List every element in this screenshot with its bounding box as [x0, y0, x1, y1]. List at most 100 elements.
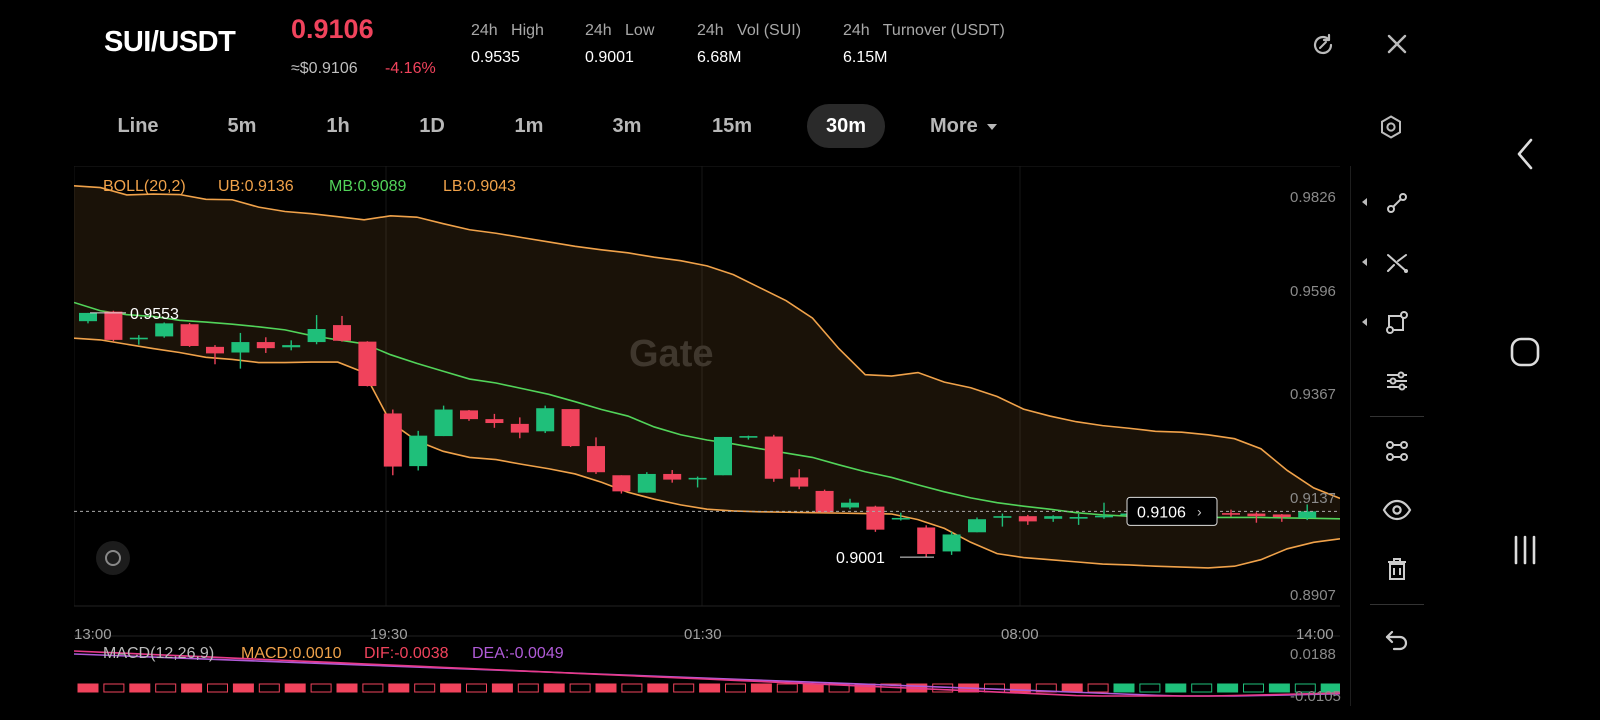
- x-tick-label: 08:00: [1001, 626, 1039, 643]
- bull-candle: [231, 342, 250, 353]
- bear-candle: [561, 409, 580, 447]
- expand-arrow-icon[interactable]: [1362, 198, 1367, 206]
- close-icon[interactable]: [1382, 29, 1412, 59]
- refresh-icon[interactable]: [1308, 30, 1338, 60]
- tab-30m[interactable]: 30m: [807, 104, 885, 148]
- macd-bar: [388, 683, 410, 693]
- tab-1h[interactable]: 1h: [326, 115, 350, 137]
- boll-label: BOLL(20,2): [103, 178, 186, 195]
- tab-1d[interactable]: 1D: [419, 115, 445, 137]
- stat-high-value: 0.9535: [471, 49, 520, 66]
- bear-candle: [206, 346, 224, 354]
- macd-bar: [1061, 683, 1083, 693]
- bear-candle: [1018, 516, 1037, 522]
- macd-bar: [181, 683, 203, 693]
- bull-candle: [688, 477, 707, 480]
- macd-bar: [1191, 683, 1213, 693]
- macd-bar: [414, 683, 436, 693]
- dif-value: DIF:-0.0038: [364, 645, 449, 662]
- stat-low-label: 24h Low: [585, 22, 655, 39]
- expand-arrow-icon[interactable]: [1362, 258, 1367, 266]
- macd-value: MACD:0.0010: [241, 645, 342, 662]
- cross-lines-tool-icon[interactable]: [1380, 246, 1414, 280]
- tab-line[interactable]: Line: [117, 115, 159, 137]
- y-tick-label: 0.9596: [1290, 283, 1336, 300]
- x-tick-label: 19:30: [370, 626, 408, 643]
- bear-candle: [510, 423, 529, 433]
- macd-bar: [1035, 683, 1057, 693]
- boll-mb-label: MB:0.9089: [329, 178, 407, 195]
- caret-down-icon: [987, 123, 998, 130]
- y-tick-label: 0.9137: [1290, 490, 1336, 507]
- bear-candle: [764, 436, 783, 479]
- adjust-sliders-icon[interactable]: [1380, 364, 1414, 398]
- macd-bar: [1087, 683, 1109, 693]
- boll-lb-label: LB:0.9043: [443, 178, 516, 195]
- dif-line: [74, 650, 1340, 697]
- tab-5m[interactable]: 5m: [227, 115, 257, 137]
- candlestick-chart[interactable]: Gate 0.9106 › 0.9553 0.9001: [74, 166, 1340, 716]
- shape-tool-icon[interactable]: [1380, 305, 1414, 339]
- undo-icon[interactable]: [1380, 622, 1414, 656]
- macd-bar: [699, 683, 721, 693]
- current-price-label: 0.9106: [1137, 504, 1186, 521]
- eye-icon[interactable]: [1380, 493, 1414, 527]
- back-nav-icon[interactable]: [1505, 134, 1545, 174]
- connect-nodes-icon[interactable]: [1380, 434, 1414, 468]
- bear-candle: [1247, 513, 1266, 517]
- pair-title[interactable]: SUI/USDT: [104, 26, 236, 58]
- macd-bar: [517, 683, 539, 693]
- high-marker-label: 0.9553: [130, 306, 179, 323]
- stat-turnover-label: 24h Turnover (USDT): [843, 22, 1005, 39]
- bull-candle: [1095, 515, 1113, 518]
- dea-line: [74, 653, 1340, 697]
- bear-candle: [104, 311, 123, 340]
- bear-candle: [587, 446, 605, 473]
- trash-icon[interactable]: [1380, 552, 1414, 586]
- reset-view-button: [96, 541, 130, 575]
- macd-bar: [310, 683, 332, 693]
- bull-candle: [891, 517, 910, 520]
- y-tick-label: 0.8907: [1290, 587, 1336, 604]
- macd-bar: [1320, 683, 1340, 693]
- macd-bar: [673, 683, 695, 693]
- home-nav-icon[interactable]: [1505, 332, 1545, 372]
- tab-15m[interactable]: 15m: [711, 115, 753, 137]
- approx-usd-price: ≈$0.9106: [291, 60, 358, 77]
- trendline-tool-icon[interactable]: [1380, 186, 1414, 220]
- tab-3m[interactable]: 3m: [612, 115, 642, 137]
- boll-lower-line: [74, 337, 1340, 569]
- x-tick-label: 01:30: [684, 626, 722, 643]
- more-dropdown[interactable]: More: [930, 104, 1020, 148]
- bull-candle: [409, 435, 428, 467]
- stat-low-value: 0.9001: [585, 49, 634, 66]
- x-tick-label: 13:00: [74, 626, 112, 643]
- macd-bar: [491, 683, 513, 693]
- boll-band-fill: [74, 185, 1340, 568]
- boll-ub-label: UB:0.9136: [218, 178, 294, 195]
- macd-bar: [750, 683, 772, 693]
- recent-apps-icon[interactable]: [1505, 530, 1545, 570]
- bull-candle: [282, 345, 301, 348]
- bull-candle: [129, 337, 148, 340]
- chart-settings-icon[interactable]: [1376, 112, 1406, 142]
- bear-candle: [333, 325, 351, 341]
- macd-label: MACD(12,26,9): [103, 645, 215, 662]
- current-price-tag: [1126, 496, 1218, 526]
- bear-candle: [612, 475, 631, 492]
- x-tick-label: 14:00: [1296, 626, 1334, 643]
- bull-candle: [434, 409, 453, 437]
- macd-bar: [207, 683, 228, 693]
- macd-bar: [466, 683, 487, 693]
- bull-candle: [1069, 517, 1088, 519]
- expand-arrow-icon[interactable]: [1362, 318, 1367, 326]
- bear-candle: [460, 410, 478, 420]
- macd-bar: [77, 683, 99, 693]
- bull-candle: [993, 516, 1012, 518]
- bull-candle: [942, 534, 961, 552]
- y-tick-label: 0.9367: [1290, 386, 1336, 403]
- bull-candle: [739, 436, 758, 438]
- bear-candle: [256, 342, 275, 349]
- macd-bar: [1294, 683, 1316, 693]
- tab-1m[interactable]: 1m: [514, 115, 544, 137]
